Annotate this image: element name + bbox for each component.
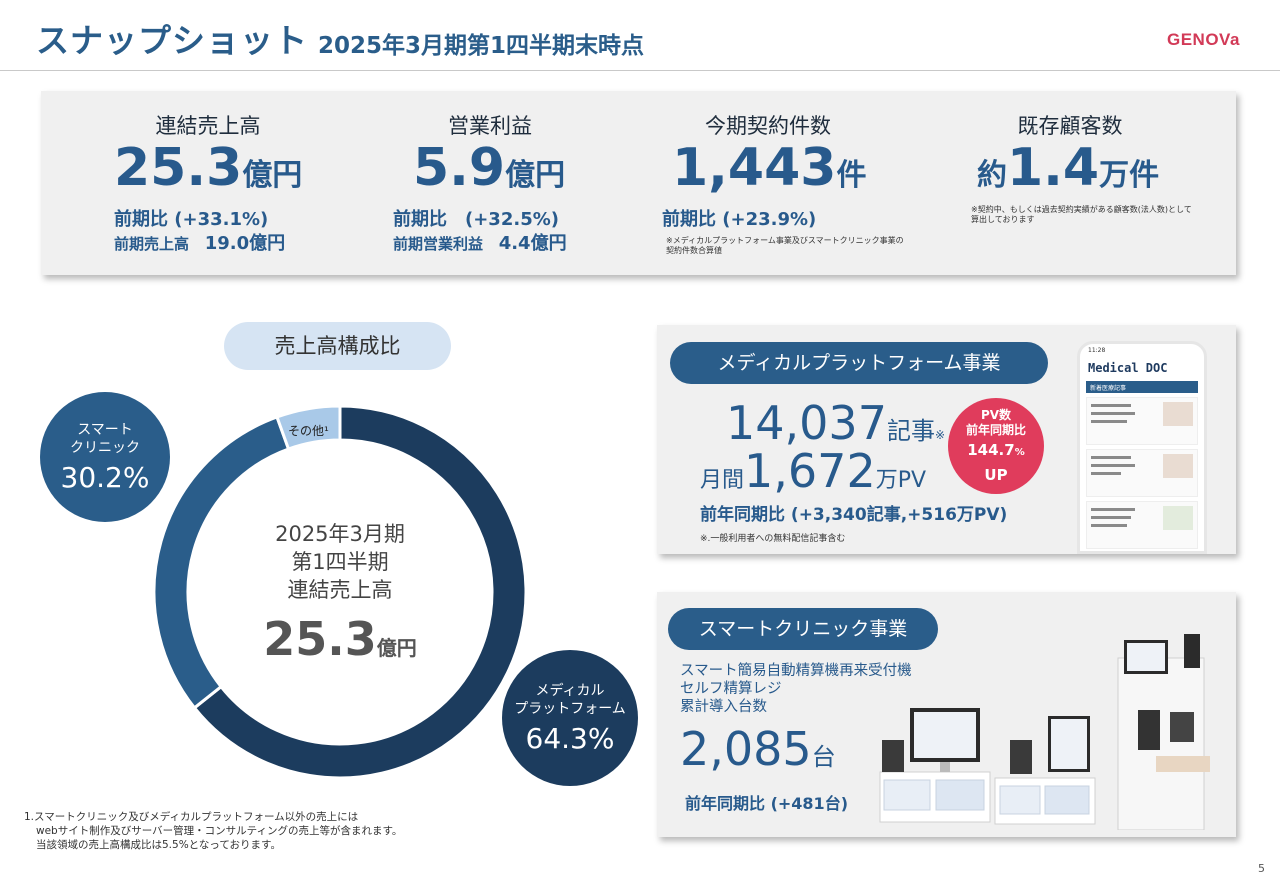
pv-number: 1,672 bbox=[744, 444, 876, 498]
center-line1: 2025年3月期 bbox=[275, 522, 405, 546]
pv-badge-line2: 前年同期比 bbox=[965, 422, 1026, 437]
revenue-prev-value: 19.0億円 bbox=[204, 233, 286, 254]
center-value-unit: 億円 bbox=[376, 636, 417, 660]
pv-badge-pct: % bbox=[1014, 446, 1025, 458]
customers-note-line2: 算出しております bbox=[971, 215, 1035, 224]
center-value-number: 25.3 bbox=[263, 612, 377, 666]
pv-growth-badge: PV数 前年同期比 144.7% UP bbox=[948, 398, 1044, 494]
medical-platform-share-bubble: メディカル プラットフォーム 64.3% bbox=[502, 650, 638, 786]
footnote-line2: webサイト制作及びサーバー管理・コンサルティングの売上等が含まれます。 bbox=[36, 825, 403, 837]
customers-prefix: 約 bbox=[977, 158, 1007, 193]
kiosk-machines-illustration bbox=[879, 634, 1210, 830]
footnote-line1: 1.スマートクリニック及びメディカルプラットフォーム以外の売上には bbox=[24, 811, 359, 823]
pv-unit: 万PV bbox=[875, 468, 927, 493]
contracts-number: 1,443 bbox=[672, 138, 837, 198]
pv-prefix: 月間 bbox=[700, 468, 745, 493]
customers-note: ※契約中、もしくは過去契約実績がある顧客数(法人数)として 算出しております bbox=[971, 205, 1192, 225]
revenue-composition-donut bbox=[152, 404, 528, 780]
customers-note-line1: ※契約中、もしくは過去契約実績がある顧客数(法人数)として bbox=[971, 205, 1192, 214]
op-profit-value: 5.9億円 bbox=[413, 138, 565, 198]
op-profit-yoy: 前期比 (+32.5%) bbox=[393, 209, 559, 230]
smart-clinic-description: スマート簡易自動精算機再来受付機 セルフ精算レジ 累計導入台数 bbox=[680, 662, 912, 716]
articles-unit: 記事 bbox=[886, 417, 935, 445]
company-logo: GENOVa bbox=[1167, 30, 1240, 49]
medical-platform-note: ※.一般利用者への無料配信記事含む bbox=[700, 534, 846, 544]
pv-badge-up: UP bbox=[984, 465, 1008, 484]
other-segment-label: その他¹ bbox=[288, 424, 329, 438]
revenue-value: 25.3億円 bbox=[114, 138, 302, 198]
contracts-yoy: 前期比 (+23.9%) bbox=[662, 209, 817, 230]
medical-platform-share-pct: 64.3% bbox=[525, 721, 615, 755]
medical-platform-share-line2: プラットフォーム bbox=[514, 700, 626, 717]
page-title: スナップショット bbox=[36, 21, 308, 60]
op-profit-number: 5.9 bbox=[413, 138, 506, 198]
revenue-prev: 前期売上高 19.0億円 bbox=[114, 229, 285, 255]
smart-clinic-share-line1: スマート bbox=[77, 421, 133, 438]
op-profit-prev-value: 4.4億円 bbox=[498, 233, 567, 254]
installed-units-unit: 台 bbox=[811, 743, 836, 771]
revenue-number: 25.3 bbox=[114, 138, 243, 198]
medical-doc-phone-mockup: 11:28 Medical DOC 新着医療記事 bbox=[1077, 341, 1207, 554]
installed-units: 2,085台 bbox=[680, 722, 836, 776]
page-number: 5 bbox=[1258, 862, 1265, 875]
phone-app-title: Medical DOC bbox=[1088, 361, 1168, 375]
monthly-pv: 月間1,672万PV bbox=[700, 444, 926, 498]
phone-article-card bbox=[1086, 397, 1198, 445]
op-profit-prev-label: 前期営業利益 bbox=[393, 235, 484, 253]
medical-platform-yoy: 前年同期比 (+3,340記事,+516万PV) bbox=[700, 505, 1008, 525]
customers-number: 1.4 bbox=[1007, 138, 1100, 198]
contracts-note-line2: 契約件数合算値 bbox=[666, 246, 722, 255]
sc-desc-line1: スマート簡易自動精算機再来受付機 bbox=[680, 663, 912, 679]
pv-badge-line1: PV数 bbox=[980, 407, 1012, 422]
footnote-line3: 当該領域の売上高構成比は5.5%となっております。 bbox=[36, 839, 281, 851]
customers-value: 約1.4万件 bbox=[977, 138, 1159, 198]
revenue-prev-label: 前期売上高 bbox=[114, 235, 190, 253]
composition-footnote: 1.スマートクリニック及びメディカルプラットフォーム以外の売上には webサイト… bbox=[24, 810, 402, 852]
medical-platform-share-line1: メディカル bbox=[535, 682, 605, 699]
revenue-yoy: 前期比 (+33.1%) bbox=[114, 209, 269, 230]
composition-title: 売上高構成比 bbox=[224, 322, 451, 370]
contracts-label: 今期契約件数 bbox=[705, 114, 831, 138]
contracts-value: 1,443件 bbox=[672, 138, 866, 198]
customers-unit: 万件 bbox=[1099, 158, 1160, 193]
slice-medical-platform bbox=[192, 404, 528, 780]
pv-badge-value: 144.7% bbox=[967, 440, 1024, 463]
smart-clinic-yoy: 前年同期比 (+481台) bbox=[685, 794, 849, 813]
op-profit-unit: 億円 bbox=[505, 158, 566, 193]
phone-article-card bbox=[1086, 501, 1198, 549]
articles-number: 14,037 bbox=[726, 396, 887, 450]
donut-center-value: 25.3億円 bbox=[240, 612, 440, 666]
articles-count: 14,037記事※ bbox=[726, 396, 945, 450]
page-subtitle: 2025年3月期第1四半期末時点 bbox=[318, 33, 645, 59]
center-line2: 第1四半期 bbox=[291, 550, 389, 574]
smart-clinic-share-line2: クリニック bbox=[70, 439, 140, 456]
smart-clinic-share-pct: 30.2% bbox=[60, 460, 150, 494]
sc-desc-line3: 累計導入台数 bbox=[680, 699, 767, 715]
pv-badge-number: 144.7 bbox=[967, 440, 1015, 459]
phone-tab: 新着医療記事 bbox=[1086, 381, 1198, 393]
smart-clinic-share-bubble: スマート クリニック 30.2% bbox=[40, 392, 170, 522]
contracts-note-line1: ※メディカルプラットフォーム事業及びスマートクリニック事業の bbox=[666, 236, 904, 245]
donut-center-label: 2025年3月期 第1四半期 連結売上高 bbox=[240, 520, 440, 604]
customers-label: 既存顧客数 bbox=[1017, 114, 1123, 138]
phone-status-time: 11:28 bbox=[1088, 347, 1106, 354]
center-line3: 連結売上高 bbox=[287, 578, 393, 602]
contracts-unit: 件 bbox=[836, 158, 867, 193]
op-profit-label: 営業利益 bbox=[448, 114, 532, 138]
op-profit-prev: 前期営業利益 4.4億円 bbox=[393, 229, 567, 255]
medical-platform-title: メディカルプラットフォーム事業 bbox=[670, 342, 1048, 384]
installed-units-number: 2,085 bbox=[680, 722, 812, 776]
revenue-label: 連結売上高 bbox=[155, 114, 261, 138]
revenue-unit: 億円 bbox=[242, 158, 303, 193]
phone-article-card bbox=[1086, 449, 1198, 497]
contracts-note: ※メディカルプラットフォーム事業及びスマートクリニック事業の 契約件数合算値 bbox=[666, 236, 904, 256]
articles-mark: ※ bbox=[934, 428, 946, 442]
header-divider bbox=[0, 70, 1280, 71]
slice-other bbox=[275, 404, 342, 451]
smart-clinic-title: スマートクリニック事業 bbox=[668, 608, 938, 650]
sc-desc-line2: セルフ精算レジ bbox=[680, 681, 782, 697]
kpi-panel bbox=[41, 91, 1236, 275]
